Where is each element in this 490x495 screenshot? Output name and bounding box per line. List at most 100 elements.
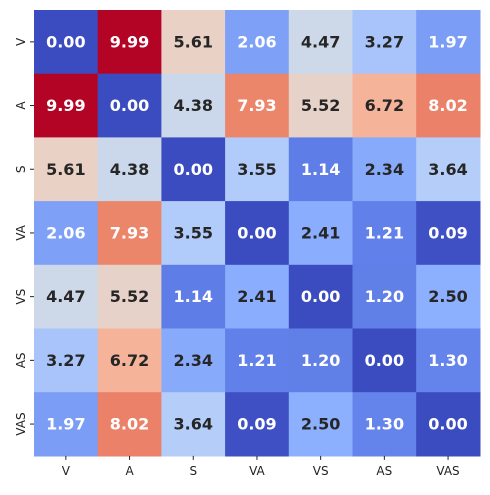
cell-value-VA-V: 2.06 bbox=[46, 223, 85, 242]
heatmap-cell-VS-A bbox=[97, 264, 162, 330]
cell-value-VA-VS: 2.41 bbox=[301, 223, 340, 242]
cell-value-V-A: 9.99 bbox=[110, 32, 149, 51]
cell-value-AS-VA: 1.21 bbox=[237, 351, 276, 370]
heatmap-cell-VS-VA bbox=[225, 264, 290, 330]
cell-value-VAS-S: 3.64 bbox=[174, 415, 213, 434]
cell-value-A-VAS: 8.02 bbox=[428, 96, 467, 115]
x-tick-label-A: A bbox=[125, 464, 134, 478]
cell-value-V-VA: 2.06 bbox=[237, 32, 276, 51]
cell-value-V-V: 0.00 bbox=[46, 32, 85, 51]
cell-value-A-V: 9.99 bbox=[46, 96, 85, 115]
cell-value-VS-AS: 1.20 bbox=[365, 287, 404, 306]
cell-value-S-VA: 3.55 bbox=[237, 160, 276, 179]
cell-value-VA-AS: 1.21 bbox=[365, 223, 404, 242]
cell-value-A-S: 4.38 bbox=[174, 96, 213, 115]
cell-value-VS-VA: 2.41 bbox=[237, 287, 276, 306]
x-tick-label-VS: VS bbox=[313, 464, 329, 478]
heatmap-cell-V-S bbox=[161, 10, 226, 75]
heatmap-cell-VS-AS bbox=[352, 264, 417, 330]
cell-value-A-AS: 6.72 bbox=[365, 96, 404, 115]
cell-value-VA-A: 7.93 bbox=[110, 223, 149, 242]
cell-value-VA-VAS: 0.09 bbox=[428, 223, 467, 242]
heatmap-cell-V-AS bbox=[352, 10, 417, 75]
heatmap-cell-VA-VAS bbox=[416, 201, 481, 266]
cell-value-S-S: 0.00 bbox=[174, 160, 213, 179]
y-tick-label-S: S bbox=[14, 165, 28, 173]
heatmap-annotations: 0.00 9.99 5.61 2.06 4.47 3.27 1.97 9.99 0.00 4.38… bbox=[46, 32, 468, 433]
cell-value-VAS-VAS: 0.00 bbox=[428, 415, 467, 434]
x-tick-label-V: V bbox=[62, 464, 71, 478]
heatmap-cell-S-VA bbox=[225, 137, 290, 202]
y-tick-label-A: A bbox=[14, 101, 28, 110]
heatmap-cell-AS-S bbox=[161, 328, 226, 393]
cell-value-V-AS: 3.27 bbox=[365, 32, 404, 51]
heatmap-cell-V-A bbox=[97, 10, 162, 75]
cell-value-A-A: 0.00 bbox=[110, 96, 149, 115]
cell-value-AS-S: 2.34 bbox=[174, 351, 213, 370]
heatmap-cell-VS-VS bbox=[288, 264, 354, 330]
x-tick-label-VAS: VAS bbox=[436, 464, 459, 478]
y-tick-label-VS: VS bbox=[14, 289, 28, 305]
cell-value-VS-A: 5.52 bbox=[110, 287, 149, 306]
cell-value-AS-V: 3.27 bbox=[46, 351, 85, 370]
heatmap-cell-VAS-S bbox=[161, 392, 226, 457]
heatmap-cell-VAS-AS bbox=[352, 392, 417, 457]
heatmap-cell-S-AS bbox=[352, 137, 417, 202]
heatmap-cell-VAS-A bbox=[97, 392, 162, 457]
x-tick-label-VA: VA bbox=[249, 464, 265, 478]
cell-value-VA-VA: 0.00 bbox=[237, 223, 276, 242]
cell-value-VAS-VS: 2.50 bbox=[301, 415, 340, 434]
heatmap-cell-VS-V bbox=[34, 264, 99, 330]
heatmap-cells bbox=[34, 10, 481, 457]
heatmap-cell-VA-AS bbox=[352, 201, 417, 266]
heatmap-cell-S-A bbox=[97, 137, 162, 202]
heatmap-cell-VA-S bbox=[161, 201, 226, 266]
heatmap-cell-AS-VA bbox=[225, 328, 290, 393]
cell-value-VAS-AS: 1.30 bbox=[365, 415, 404, 434]
cell-value-VS-VAS: 2.50 bbox=[428, 287, 467, 306]
cell-value-S-V: 5.61 bbox=[46, 160, 85, 179]
cell-value-VAS-V: 1.97 bbox=[46, 415, 85, 434]
x-tick-label-S: S bbox=[189, 464, 197, 478]
heatmap-cell-VA-V bbox=[34, 201, 99, 266]
cell-value-V-VAS: 1.97 bbox=[428, 32, 467, 51]
cell-value-VS-V: 4.47 bbox=[46, 287, 85, 306]
heatmap-cell-A-S bbox=[161, 73, 226, 138]
heatmap-cell-A-A bbox=[97, 73, 162, 138]
heatmap-cell-VA-VA bbox=[225, 201, 290, 266]
heatmap-cell-S-VS bbox=[288, 137, 354, 202]
heatmap-cell-S-VAS bbox=[416, 137, 481, 202]
heatmap-cell-AS-VAS bbox=[416, 328, 481, 393]
cell-value-A-VS: 5.52 bbox=[301, 96, 340, 115]
heatmap-cell-A-VS bbox=[288, 73, 354, 138]
heatmap-cell-AS-VS bbox=[288, 328, 354, 393]
y-tick-label-V: V bbox=[14, 37, 28, 46]
x-tick-label-AS: AS bbox=[376, 464, 392, 478]
heatmap-cell-VAS-VAS bbox=[416, 392, 481, 457]
heatmap-cell-S-S bbox=[161, 137, 226, 202]
heatmap-cell-VS-VAS bbox=[416, 264, 481, 330]
cell-value-AS-VS: 1.20 bbox=[301, 351, 340, 370]
heatmap-cell-A-VAS bbox=[416, 73, 481, 138]
heatmap-cell-VAS-VS bbox=[288, 392, 354, 457]
y-tick-label-AS: AS bbox=[14, 352, 28, 368]
cell-value-VA-S: 3.55 bbox=[174, 223, 213, 242]
heatmap-cell-A-VA bbox=[225, 73, 290, 138]
cell-value-VAS-A: 8.02 bbox=[110, 415, 149, 434]
y-tick-label-VA: VA bbox=[14, 224, 28, 240]
heatmap-cell-VA-A bbox=[97, 201, 162, 266]
x-axis: V A S VA VS AS VAS bbox=[62, 455, 460, 478]
heatmap-cell-VS-S bbox=[161, 264, 226, 330]
cell-value-VAS-VA: 0.09 bbox=[237, 415, 276, 434]
heatmap-cell-AS-AS bbox=[352, 328, 417, 393]
heatmap-cell-V-VA bbox=[225, 10, 290, 75]
cell-value-S-AS: 2.34 bbox=[365, 160, 404, 179]
heatmap-cell-V-VAS bbox=[416, 10, 481, 75]
heatmap-cell-A-AS bbox=[352, 73, 417, 138]
cell-value-S-VS: 1.14 bbox=[301, 160, 340, 179]
heatmap-cell-S-V bbox=[34, 137, 99, 202]
heatmap-cell-VA-VS bbox=[288, 201, 354, 266]
cell-value-AS-A: 6.72 bbox=[110, 351, 149, 370]
